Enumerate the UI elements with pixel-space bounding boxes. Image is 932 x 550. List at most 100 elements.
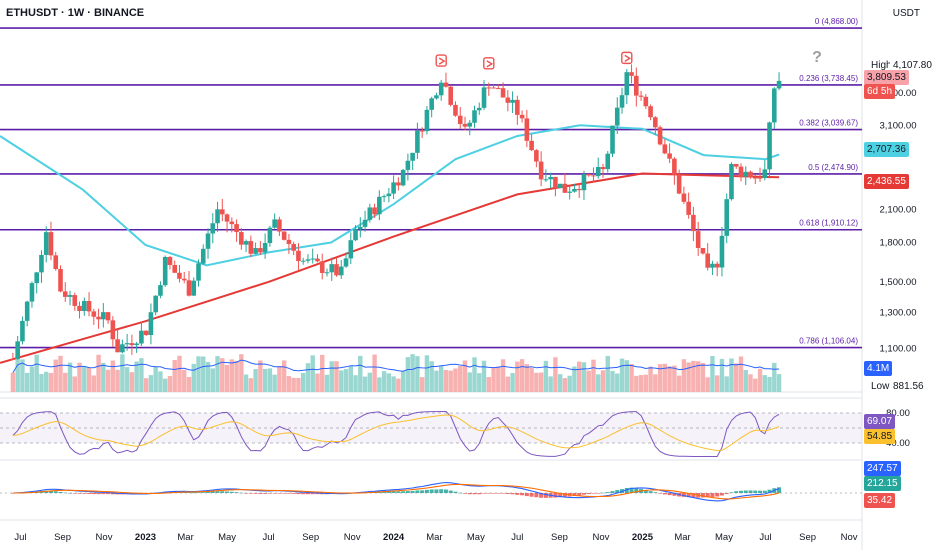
candle-body [415,130,420,153]
macd-hist-bar [296,493,301,495]
volume-bar [343,369,349,392]
ma-line-red [0,172,780,364]
candle-body [67,295,73,297]
candle-body [296,250,301,262]
macd-hist-bar [201,492,206,493]
macd-hist-bar [767,489,772,493]
candle-body [177,272,182,279]
volume-bar [305,363,311,392]
candle-body [595,167,601,177]
time-tick: May [218,532,236,543]
volume-bar [220,358,225,392]
macd-hist-bar [215,491,220,493]
macd-hist-bar [429,489,434,493]
fib-label-0.382: 0.382 (3,039.67) [799,119,858,128]
currency-label[interactable]: USDT [892,8,920,19]
volume-bar [153,366,158,392]
volume-bar [743,370,748,392]
fibonacci-levels[interactable]: 0 (4,868.00) 0.236 (3,738.45) 0.382 (3,039… [0,17,862,349]
candle-body [134,343,139,346]
fib-label-0.786: 0.786 (1,106.04) [799,337,858,346]
macd-hist-bar [272,493,277,494]
macd-hist-bar [448,490,453,493]
volume-bar [624,360,629,392]
volume-bar [329,361,334,392]
volume-bar [500,359,506,392]
candle-body [434,95,439,99]
macd-hist-bar [267,493,272,494]
macd-hist-bar [110,493,115,495]
time-tick: May [715,532,733,543]
macd-hist-bar [315,493,320,495]
candle-body [24,301,30,321]
macd-hist-bar [234,492,239,493]
candle-body [186,280,192,296]
candle-body [72,295,78,306]
macd-hist-bar [420,490,425,493]
candle-body [353,229,358,241]
volume-bar [715,375,720,392]
candle-body [129,343,135,346]
time-tick: Sep [799,532,816,543]
candle-body [167,256,173,266]
candle-body [205,233,211,249]
volume-bar [448,370,453,392]
volume-bar [748,374,753,392]
volume-bar [472,357,477,392]
macd-hist-bar [305,493,310,495]
volume-bar [462,360,468,392]
macd-hist-bar [572,493,577,496]
candle-body [681,193,687,202]
volume-bar [358,355,363,392]
price-tick: 3,600.00 [880,88,917,99]
volume-bar [529,367,534,392]
volume-bar [262,368,268,392]
macd-hist-bar [629,487,634,493]
macd-hist-bar [501,493,506,494]
volume-bar [657,364,663,392]
macd-hist-bar [82,493,87,494]
volume-bar [182,369,187,392]
time-tick: Jul [759,532,771,543]
candle-body [191,280,197,296]
macd-hist-bar [482,493,487,494]
macd-hist-bar [510,493,515,495]
candle-body [172,265,178,273]
macd-hist-bar [424,489,429,493]
symbol-title[interactable]: ETHUSDT · 1W · BINANCE [6,7,145,19]
candle-body [143,330,149,336]
candle-body [410,152,415,161]
candle-body [20,320,25,342]
volume-bar [415,356,420,392]
time-tick: Sep [54,532,71,543]
macd-hist-bar [396,491,401,493]
macd-hist-bar [719,493,724,496]
candle-body [300,260,306,262]
volume-bar [191,363,196,392]
candle-body [462,123,468,127]
macd-hist-bar [96,493,101,495]
volume-bar [291,377,296,392]
volume-bar [310,355,315,392]
macd-hist-bar [686,493,691,498]
macd-hist-bar [210,491,215,493]
volume-bar [672,365,677,392]
candle-body [691,214,696,232]
candle-body [767,122,772,170]
macd-hist-bar [405,491,410,493]
volume-bar [162,378,168,392]
volume-bar [339,370,344,392]
macd-hist-bar [258,493,263,494]
candle-body [605,153,611,170]
volume-bar [738,356,744,392]
volume-bar [648,366,653,392]
candle-body [120,344,125,353]
macd-hist-bar [672,493,677,496]
price-tick: 3,100.00 [880,120,917,131]
candle-body [86,301,92,312]
volume-bar [562,378,568,392]
volume-bar [115,369,120,392]
candle-body [105,312,111,321]
macd-hist-bar [743,490,748,493]
